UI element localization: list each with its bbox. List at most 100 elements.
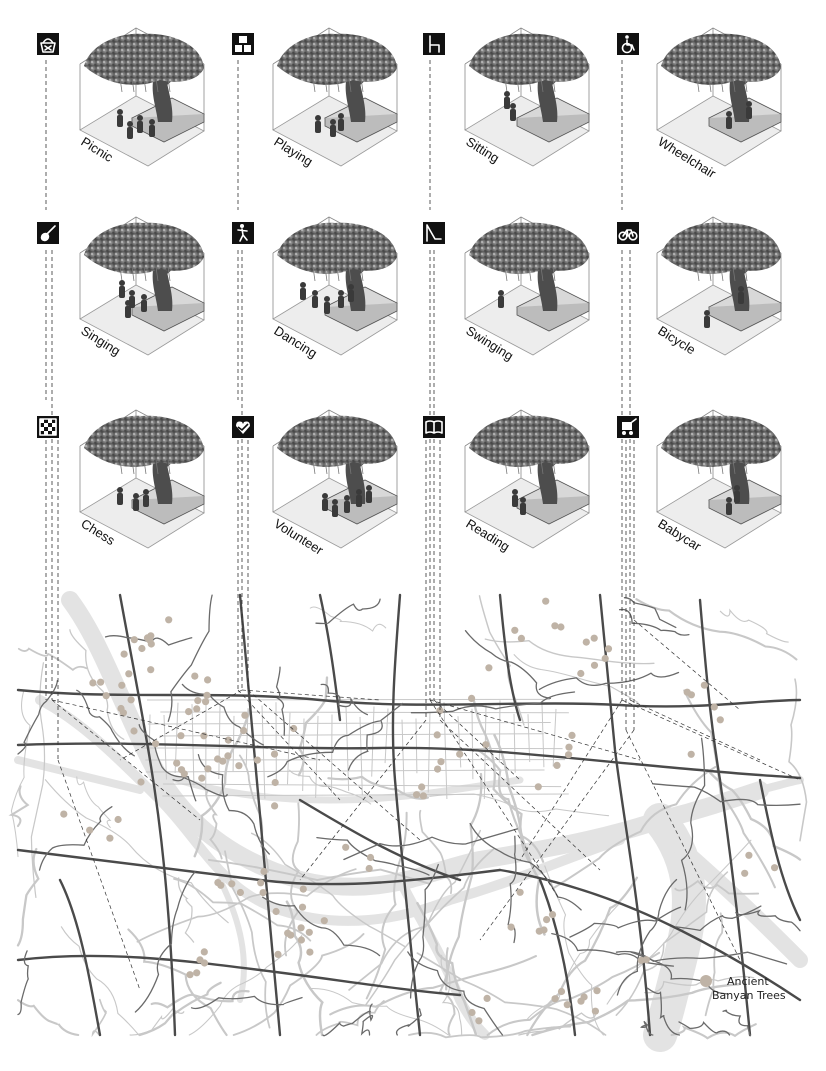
aerial-root [552,459,556,475]
secondary-road [678,1021,731,1036]
leader-line [433,699,521,781]
person-figure-body [324,302,330,314]
banyan-tree-marker [86,826,94,834]
banyan-tree-marker [437,758,445,766]
person-figure-body [738,292,744,304]
secondary-road [360,1003,374,1036]
banyan-tree-marker [138,644,146,653]
person-figure [512,489,518,495]
river [756,776,804,794]
person-figure [734,485,740,491]
aerial-root [708,77,712,93]
person-figure [746,101,752,107]
banyan-tree-marker [165,616,173,624]
aerial-root [744,266,748,282]
secondary-road [680,737,706,911]
minor-road [188,935,303,1036]
person-figure [149,119,155,125]
person-figure [348,284,354,290]
banyan-tree-marker [127,696,135,704]
aerial-root [155,266,159,282]
isometric-banyan-scene [272,27,398,167]
banyan-tree-marker [604,645,613,653]
banyan-tree-marker [236,888,244,897]
ancient-banyan-tree-markers [60,597,779,1025]
minor-road [427,711,431,793]
person-figure [366,485,372,491]
banyan-tree-marker [305,928,313,936]
major-road [318,593,342,722]
secondary-road [322,1010,371,1037]
open-book-icon [423,416,445,438]
banyan-tree-marker [771,864,779,872]
major-road [16,688,802,708]
secondary-road [167,594,213,722]
picnic-basket-icon [37,33,59,55]
person-figure [504,91,510,97]
minor-road [445,772,483,991]
person-figure-body [117,115,123,127]
banyan-tree-marker [434,765,442,773]
banyan-tree-marker [557,623,565,631]
banyan-tree-marker [475,1017,483,1025]
aerial-root [720,459,724,475]
banyan-tree-marker [418,783,426,791]
banyan-tree-marker [306,948,314,956]
person-figure [510,103,516,109]
leader-line [633,619,741,711]
aerial-root [167,459,171,475]
leader-line [119,689,243,761]
banyan-tree-marker [716,716,724,724]
aerial-root [348,77,352,93]
minor-road [136,868,357,943]
banyan-tree-marker [106,834,114,842]
person-figure [324,296,330,302]
banyan-tree-marker [687,750,695,758]
secondary-road [630,951,729,995]
banyan-tree-marker [543,916,551,924]
tree-canopy [661,222,781,274]
tree-canopy [661,415,781,467]
banyan-tree-marker [200,948,208,956]
river [395,875,490,1040]
aerial-root [360,77,364,93]
person-figure [332,499,338,505]
minor-road [670,1023,757,1040]
banyan-tree-marker [235,762,243,770]
person-figure-body [338,296,344,308]
tree-canopy [277,222,397,274]
aerial-root [131,266,135,282]
activity-playing: Playing [232,27,398,169]
banyan-tree-marker [320,917,328,925]
banyan-tree-marker [274,950,282,959]
minor-road [284,802,300,957]
minor-road [518,1012,596,1036]
banyan-tree-marker [217,881,225,889]
banyan-tree-marker [253,756,261,764]
banyan-tree-marker [540,926,548,934]
secondary-road [17,679,59,755]
banyan-tree-marker [741,869,749,877]
banyan-tree-marker [143,634,152,642]
person-figure-body [520,503,526,515]
aerial-root [516,459,520,475]
aerial-root [504,266,508,282]
major-road [298,798,462,882]
secondary-road [172,776,228,797]
banyan-tree-marker [117,704,125,713]
banyan-tree-marker [468,1008,476,1017]
minor-road [706,769,802,861]
major-road [118,593,177,1037]
secondary-road [138,724,197,802]
banyan-tree-marker [298,903,307,911]
secondary-road [551,932,675,967]
leader-line [57,759,141,991]
aerial-root [504,459,508,475]
aerial-root [732,266,736,282]
person-figure [520,497,526,503]
minor-road [232,933,365,1036]
minor-road [471,708,474,780]
aerial-root [552,77,556,93]
minor-road [162,793,569,797]
isometric-banyan-scene [79,216,205,356]
